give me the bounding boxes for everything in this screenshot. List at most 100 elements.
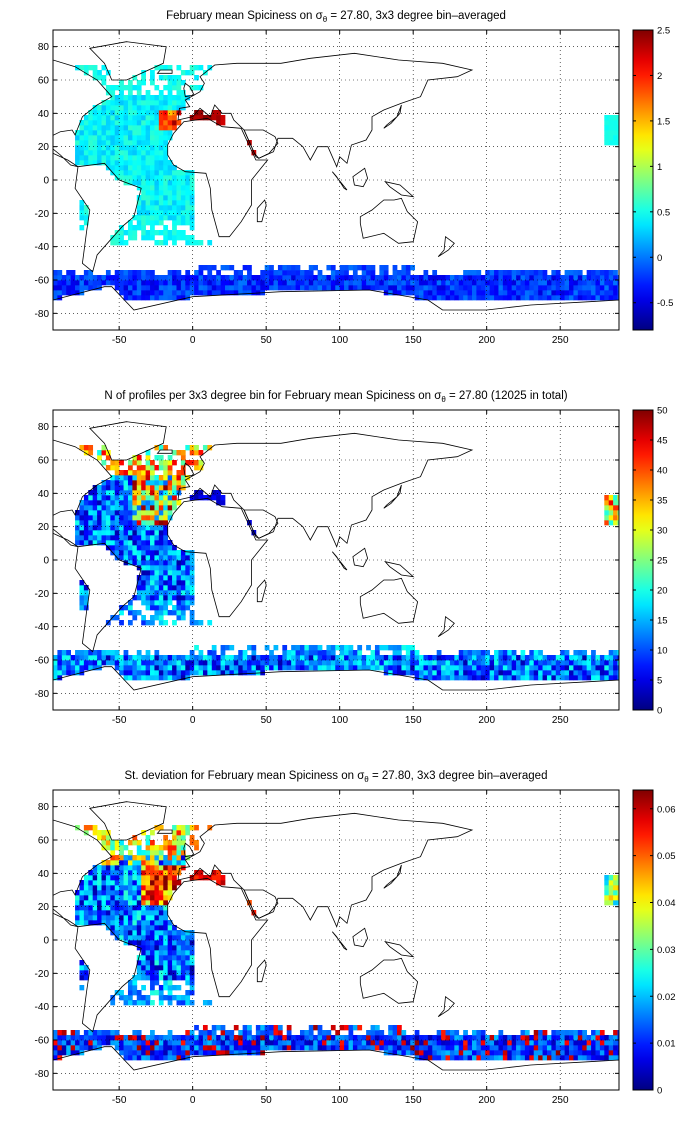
data-cell xyxy=(379,645,385,651)
data-cell xyxy=(61,1045,67,1051)
data-cell xyxy=(167,110,173,116)
data-cell xyxy=(423,670,429,676)
data-cell xyxy=(105,125,111,131)
y-tick-label: 0 xyxy=(43,556,49,567)
data-cell xyxy=(410,275,416,281)
data-cell xyxy=(110,925,116,931)
data-cell xyxy=(251,670,257,676)
data-cell xyxy=(145,185,151,191)
data-cell xyxy=(163,960,169,966)
data-cell xyxy=(123,895,129,901)
data-cell xyxy=(172,80,177,86)
data-cell xyxy=(172,885,177,891)
data-cell xyxy=(158,185,164,191)
data-cell xyxy=(167,860,173,866)
data-cell xyxy=(132,1055,138,1061)
data-cell xyxy=(291,285,296,291)
data-cell xyxy=(154,455,160,461)
data-cell xyxy=(498,270,504,276)
y-tick-label: 80 xyxy=(38,42,50,53)
data-cell xyxy=(542,285,548,291)
data-cell xyxy=(110,920,116,926)
data-cell xyxy=(53,285,58,291)
data-cell xyxy=(180,1055,186,1061)
data-cell xyxy=(79,445,85,451)
data-cell xyxy=(613,135,618,141)
data-cell xyxy=(141,510,146,516)
colorbar-tick-label: 1.5 xyxy=(657,116,670,127)
spiciness-panel: -50 0 50 100 150 200 250-80-60-40-20020406080F… xyxy=(35,10,674,346)
data-cell xyxy=(211,290,217,296)
data-cell xyxy=(105,270,111,276)
data-cell xyxy=(608,140,614,146)
data-cell xyxy=(127,95,133,101)
data-cell xyxy=(410,285,416,291)
data-cell xyxy=(185,1000,191,1006)
data-cell xyxy=(524,285,530,291)
data-cell xyxy=(141,940,146,946)
data-cell xyxy=(119,470,124,476)
data-cell xyxy=(299,270,305,276)
data-cell xyxy=(79,150,85,156)
data-cell xyxy=(53,270,58,276)
data-cell xyxy=(172,125,177,131)
data-cell xyxy=(533,1035,539,1041)
data-cell xyxy=(119,170,124,176)
data-cell xyxy=(194,270,199,276)
data-cell xyxy=(141,880,146,886)
data-cell xyxy=(591,655,596,661)
data-cell xyxy=(185,1040,191,1046)
data-cell xyxy=(167,80,173,86)
data-cell xyxy=(150,230,155,236)
data-cell xyxy=(92,910,98,916)
data-cell xyxy=(114,905,120,911)
data-cell xyxy=(299,275,305,281)
data-cell xyxy=(560,285,565,291)
data-cell xyxy=(198,270,204,276)
data-cell xyxy=(127,920,133,926)
data-cell xyxy=(136,215,142,221)
data-cell xyxy=(114,525,120,531)
data-cell xyxy=(405,1045,411,1051)
data-cell xyxy=(613,130,618,136)
data-cell xyxy=(304,1035,310,1041)
data-cell xyxy=(599,270,605,276)
data-cell xyxy=(414,295,420,301)
data-cell xyxy=(304,655,310,661)
data-cell xyxy=(189,975,195,981)
data-cell xyxy=(604,670,610,676)
data-cell xyxy=(154,110,160,116)
data-cell xyxy=(330,280,336,286)
data-cell xyxy=(264,1035,270,1041)
data-cell xyxy=(105,150,111,156)
data-cell xyxy=(136,200,142,206)
data-cell xyxy=(573,1055,579,1061)
data-cell xyxy=(449,1045,455,1051)
data-cell xyxy=(507,660,513,666)
data-cell xyxy=(542,280,548,286)
data-cell xyxy=(123,115,129,121)
data-cell xyxy=(114,875,120,881)
data-cell xyxy=(370,1035,376,1041)
data-cell xyxy=(520,675,526,681)
data-cell xyxy=(83,660,89,666)
data-cell xyxy=(150,560,155,566)
data-cell xyxy=(207,285,213,291)
data-cell xyxy=(432,665,438,671)
data-cell xyxy=(163,610,169,616)
data-cell xyxy=(604,655,610,661)
data-cell xyxy=(123,140,129,146)
data-cell xyxy=(176,1050,182,1056)
data-cell xyxy=(582,285,588,291)
data-cell xyxy=(185,220,191,226)
data-cell xyxy=(83,590,89,596)
data-cell xyxy=(511,295,517,301)
data-cell xyxy=(132,985,138,991)
data-cell xyxy=(163,480,169,486)
data-cell xyxy=(357,1035,363,1041)
data-cell xyxy=(604,895,610,901)
data-cell xyxy=(591,1045,596,1051)
data-cell xyxy=(198,85,204,91)
data-cell xyxy=(75,525,80,531)
data-cell xyxy=(101,870,107,876)
